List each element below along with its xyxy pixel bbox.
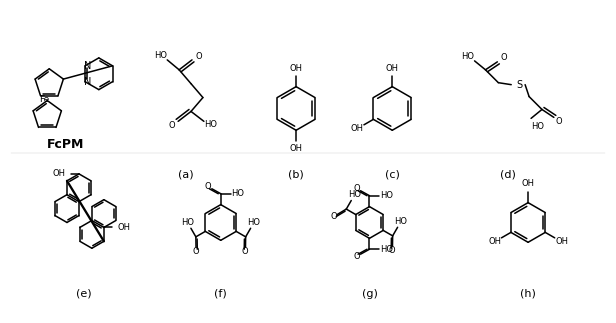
Text: HO: HO: [380, 191, 393, 200]
Text: O: O: [501, 53, 508, 62]
Text: O: O: [242, 247, 248, 256]
Text: O: O: [205, 182, 211, 191]
Text: O: O: [193, 247, 200, 256]
Text: OH: OH: [117, 223, 130, 232]
Text: HO: HO: [395, 217, 408, 226]
Text: OH: OH: [52, 169, 66, 178]
Text: HO: HO: [181, 218, 194, 227]
Text: O: O: [353, 252, 360, 261]
Text: HO: HO: [348, 190, 361, 199]
Text: O: O: [556, 117, 562, 126]
Text: OH: OH: [386, 64, 399, 73]
Text: HO: HO: [461, 52, 474, 61]
Text: Fe: Fe: [39, 95, 49, 104]
Text: S: S: [516, 80, 522, 90]
Text: (h): (h): [520, 289, 536, 299]
Text: (b): (b): [288, 170, 304, 180]
Text: HO: HO: [532, 122, 545, 131]
Text: OH: OH: [290, 144, 302, 152]
Text: O: O: [389, 246, 395, 255]
Text: HO: HO: [231, 189, 244, 198]
Text: HO: HO: [154, 51, 167, 60]
Text: O: O: [196, 52, 202, 61]
Text: HO: HO: [248, 218, 261, 227]
Text: OH: OH: [522, 179, 535, 188]
Text: HO: HO: [380, 245, 393, 254]
Text: (d): (d): [500, 170, 516, 180]
Text: FcPM: FcPM: [46, 138, 84, 151]
Text: OH: OH: [488, 237, 501, 246]
Text: HO: HO: [205, 120, 217, 129]
Text: (c): (c): [385, 170, 400, 180]
Text: O: O: [169, 121, 176, 130]
Text: N: N: [84, 77, 92, 87]
Text: OH: OH: [290, 64, 302, 73]
Text: (a): (a): [178, 170, 194, 180]
Text: (f): (f): [214, 289, 227, 299]
Text: O: O: [353, 184, 360, 193]
Text: OH: OH: [351, 124, 363, 133]
Text: (g): (g): [362, 289, 378, 299]
Text: O: O: [331, 212, 337, 221]
Text: N: N: [84, 61, 92, 71]
Text: OH: OH: [555, 237, 568, 246]
Text: (e): (e): [76, 289, 92, 299]
